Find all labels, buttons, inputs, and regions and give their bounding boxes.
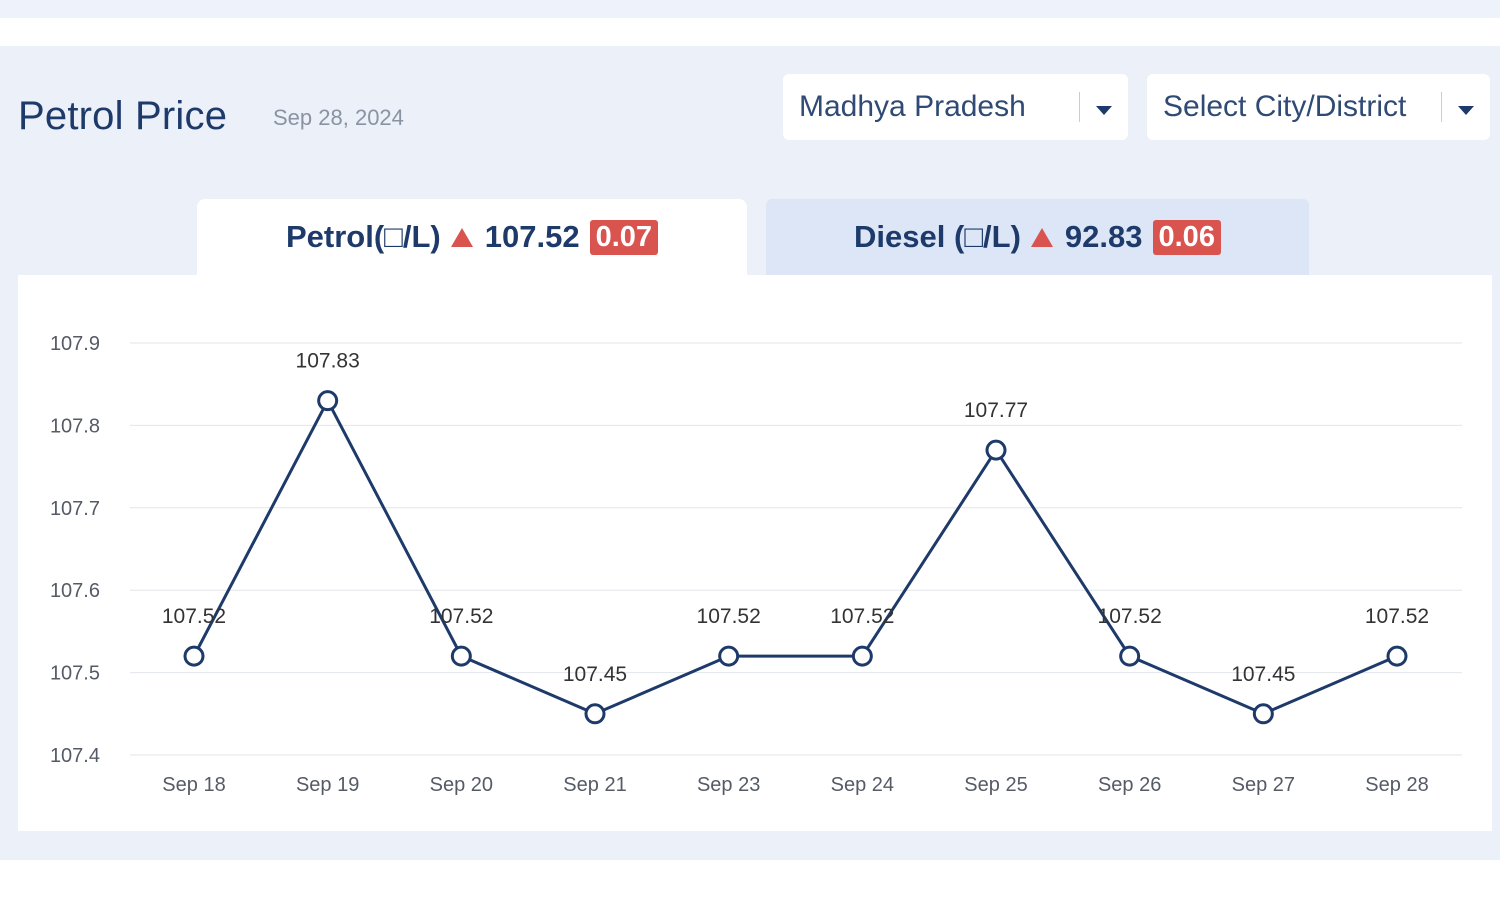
y-tick-label: 107.6 [50, 580, 100, 602]
data-point [1119, 645, 1141, 667]
tab-petrol[interactable]: Petrol(□/L) 107.52 0.07 [197, 199, 747, 275]
data-label: 107.52 [697, 605, 761, 628]
chevron-down-icon[interactable] [1096, 105, 1112, 115]
x-tick-label: Sep 24 [831, 774, 894, 796]
x-tick-label: Sep 26 [1098, 774, 1161, 796]
y-tick-label: 107.9 [50, 333, 100, 355]
tab-diesel-label: Diesel (□/L) [854, 219, 1021, 254]
data-point [1386, 645, 1408, 667]
data-point [985, 439, 1007, 461]
data-point [183, 645, 205, 667]
data-label: 107.52 [1365, 605, 1429, 628]
tab-petrol-label: Petrol(□/L) [285, 219, 441, 254]
chevron-down-icon[interactable] [1458, 105, 1474, 115]
data-label: 107.77 [964, 399, 1028, 422]
state-dropdown-value: Madhya Pradesh [799, 90, 1026, 123]
y-tick-label: 107.7 [50, 498, 100, 520]
data-label: 107.45 [1231, 663, 1295, 686]
x-tick-label: Sep 28 [1365, 774, 1428, 796]
price-line-chart: 107.9 107.8 107.7 107.6 107.5 107.4 Sep 18 Sep … [50, 333, 1462, 796]
city-dropdown-placeholder: Select City/District [1163, 90, 1407, 123]
x-tick-label: Sep 25 [964, 774, 1027, 796]
series-line-petrol [192, 399, 1398, 716]
state-dropdown[interactable]: Madhya Pradesh [783, 74, 1128, 140]
tab-petrol-price: 107.52 [484, 219, 580, 254]
dropdown-separator [1079, 92, 1080, 122]
data-label: 107.52 [1098, 605, 1162, 628]
data-point [718, 645, 740, 667]
x-tick-label: Sep 23 [697, 774, 760, 796]
top-strip [0, 0, 1500, 18]
price-date: Sep 28, 2024 [273, 105, 404, 130]
data-point [450, 645, 472, 667]
dropdown-separator [1441, 92, 1442, 122]
data-label: 107.52 [429, 605, 493, 628]
tab-diesel[interactable]: Diesel (□/L) 92.83 0.06 [766, 199, 1309, 275]
price-up-icon [1030, 227, 1053, 247]
data-point [584, 703, 606, 725]
x-tick-label: Sep 20 [430, 774, 493, 796]
x-tick-label: Sep 27 [1232, 774, 1295, 796]
data-point [851, 645, 873, 667]
y-tick-label: 107.8 [50, 415, 100, 437]
price-up-icon [450, 227, 473, 247]
data-point [1252, 703, 1274, 725]
data-point [317, 390, 339, 412]
chart-card: 107.9 107.8 107.7 107.6 107.5 107.4 Sep 18 Sep … [18, 275, 1492, 831]
city-dropdown[interactable]: Select City/District [1147, 74, 1490, 140]
y-tick-label: 107.5 [50, 663, 100, 685]
tab-petrol-change-badge: 0.07 [589, 219, 659, 255]
x-tick-label: Sep 21 [563, 774, 626, 796]
data-label: 107.83 [296, 350, 360, 373]
data-label: 107.52 [162, 605, 226, 628]
data-label: 107.52 [830, 605, 894, 628]
tab-diesel-change-badge: 0.06 [1152, 219, 1221, 255]
data-label: 107.45 [563, 663, 627, 686]
tab-diesel-price: 92.83 [1064, 219, 1143, 254]
x-tick-label: Sep 18 [162, 774, 225, 796]
page-title: Petrol Price [18, 94, 228, 138]
x-tick-label: Sep 19 [296, 774, 359, 796]
y-tick-label: 107.4 [50, 745, 100, 767]
